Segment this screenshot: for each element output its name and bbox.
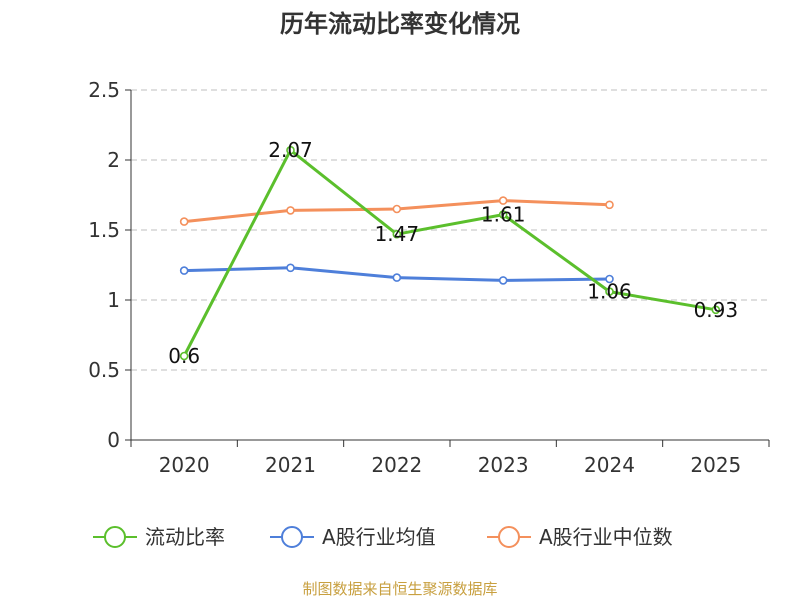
axes: [130, 90, 769, 441]
y-tick-label: 0.5: [88, 358, 120, 382]
data-point[interactable]: [286, 263, 295, 273]
source-note: 制图数据来自恒生聚源数据库: [302, 580, 497, 598]
x-tick-label: 2020: [159, 453, 210, 477]
legend-label-industry-mean: A股行业均值: [322, 525, 436, 549]
data-label: 1.61: [481, 203, 526, 227]
y-tick-label: 0: [107, 428, 120, 452]
legend-marker-industry-mean: [281, 526, 303, 548]
legend-item-industry-median[interactable]: A股行业中位数: [487, 525, 673, 549]
data-point[interactable]: [498, 196, 508, 205]
grid: [131, 89, 769, 371]
data-label: 2.07: [268, 138, 313, 162]
data-point[interactable]: [605, 287, 614, 296]
series-group: [179, 145, 721, 361]
chart-title: 历年流动比率变化情况: [280, 10, 520, 38]
x-tick-label: 2022: [371, 453, 422, 477]
legend-marker-industry-median: [498, 526, 520, 548]
data-point[interactable]: [392, 204, 402, 214]
data-labels: 0.6 2.07 1.47 1.61 1.06 0.93: [168, 138, 738, 368]
data-point[interactable]: [498, 210, 508, 219]
data-point[interactable]: [179, 351, 189, 361]
legend-label-industry-median: A股行业中位数: [539, 525, 673, 549]
legend-marker-current-ratio: [104, 526, 126, 548]
data-point[interactable]: [605, 200, 614, 210]
data-point[interactable]: [392, 229, 402, 239]
x-tick-label: 2025: [690, 453, 741, 477]
data-point[interactable]: [286, 145, 295, 155]
data-point[interactable]: [179, 266, 189, 275]
x-tick-label: 2021: [265, 453, 316, 477]
x-tick-label: 2024: [584, 453, 635, 477]
data-point[interactable]: [711, 305, 721, 315]
y-axis-ticks: 0 0.5 1 1.5 2 2.5: [88, 78, 131, 452]
legend-item-industry-mean[interactable]: A股行业均值: [270, 525, 436, 549]
x-axis-ticks: 2020 2021 2022 2023 2024 2025: [130, 440, 770, 477]
y-tick-label: 2.5: [88, 78, 120, 102]
data-label: 0.6: [168, 344, 200, 368]
data-point[interactable]: [179, 217, 189, 226]
legend: 流动比率 A股行业均值 A股行业中位数: [93, 525, 673, 549]
legend-label-current-ratio: 流动比率: [145, 525, 225, 549]
data-point[interactable]: [286, 206, 295, 215]
legend-item-current-ratio[interactable]: 流动比率: [93, 525, 225, 549]
y-tick-label: 1.5: [88, 218, 120, 242]
x-tick-label: 2023: [478, 453, 529, 477]
data-label: 0.93: [694, 298, 739, 322]
series-line-0: [182, 148, 717, 357]
data-label: 1.47: [375, 222, 420, 246]
y-tick-label: 2: [107, 148, 120, 172]
y-tick-label: 1: [107, 288, 120, 312]
data-point[interactable]: [392, 273, 402, 282]
data-point[interactable]: [498, 276, 508, 285]
data-label: 1.06: [587, 280, 632, 304]
data-point[interactable]: [605, 274, 614, 284]
